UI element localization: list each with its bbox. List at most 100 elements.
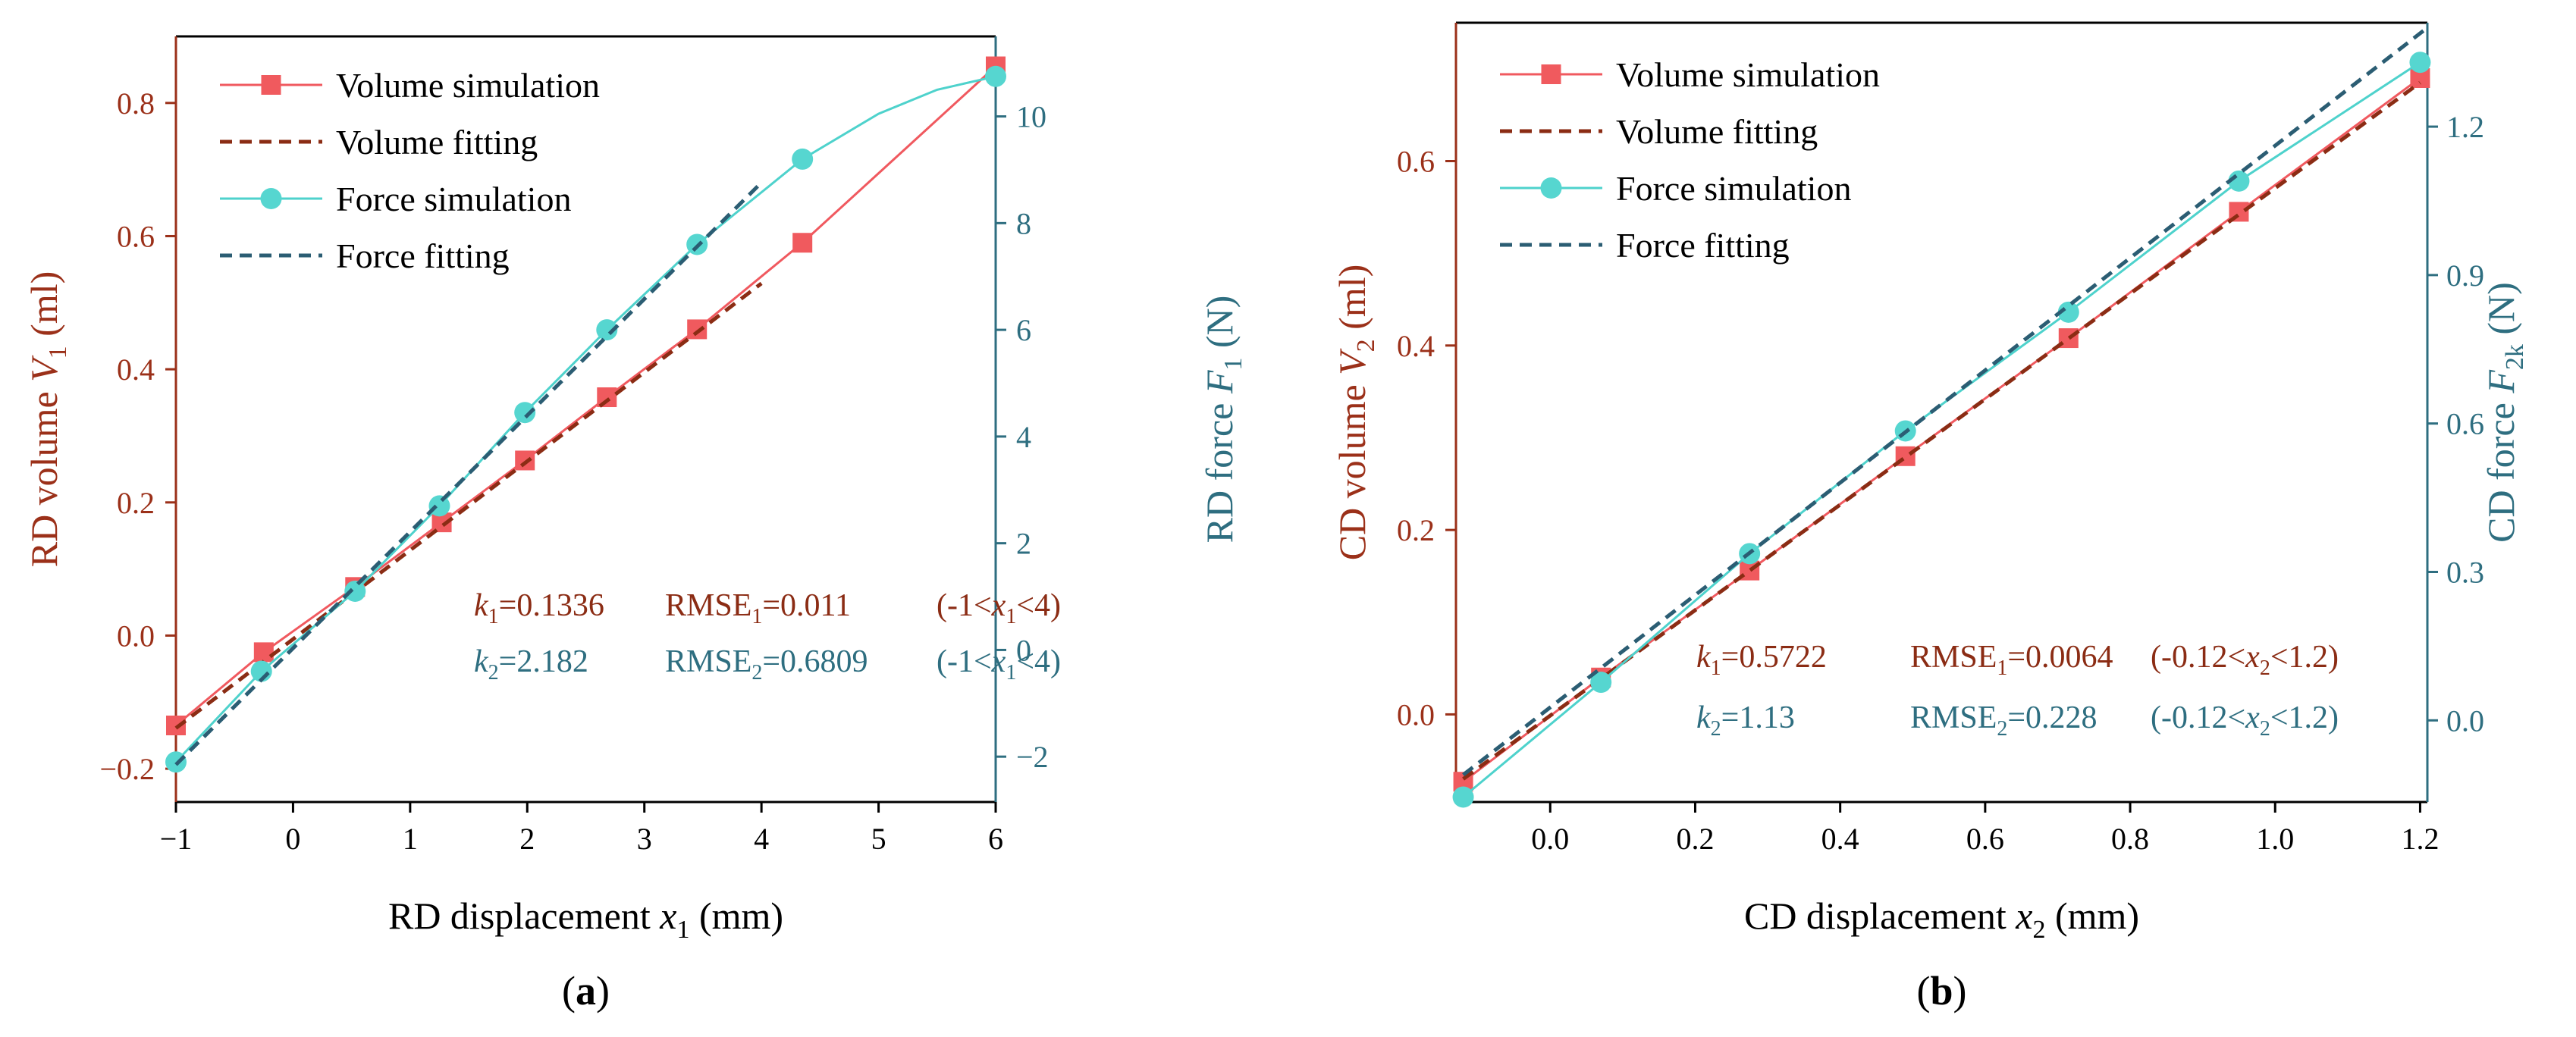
series-line-volume-fitting — [174, 281, 763, 730]
y-right-tick-label: 0 — [1016, 633, 1031, 667]
annotation-range-var: x — [991, 644, 1006, 679]
x-axis-label-var: x — [659, 894, 676, 937]
legend-label: Force simulation — [336, 180, 571, 218]
legend-label: Force simulation — [1616, 169, 1851, 208]
x-axis-label-unit: (mm) — [2045, 894, 2139, 937]
annotation-k-symbol: k — [474, 588, 489, 623]
annotation-rmse-symbol: RMSE — [1910, 640, 1997, 675]
annotation-k-value: =2.182 — [499, 644, 588, 679]
y-left-tick-label: 0.6 — [117, 219, 155, 253]
panel-label-close: ) — [1953, 968, 1967, 1014]
force-data-point — [792, 148, 814, 170]
force-data-point — [2057, 301, 2079, 323]
annotation-k-symbol: k — [474, 644, 489, 679]
annotation-rmse-subscript: 2 — [1997, 717, 2007, 741]
annotation-range-subscript: 2 — [2260, 656, 2270, 680]
y-right-tick-label: 6 — [1016, 313, 1031, 347]
annotation-range-open: (-1< — [937, 644, 992, 679]
y-left-axis-label: RD volume V1 (ml) — [23, 271, 72, 568]
force-data-point — [344, 580, 366, 602]
legend-swatch-marker — [1540, 177, 1562, 199]
annotation-range-subscript: 1 — [1006, 605, 1016, 628]
x-tick-label: 5 — [871, 822, 886, 856]
legend-label: Force fitting — [336, 237, 510, 275]
volume-data-point — [166, 716, 186, 735]
x-axis-label-subscript: 2 — [2032, 916, 2045, 944]
x-tick-label: 1.2 — [2401, 822, 2439, 856]
y-left-tick-label: 0.0 — [117, 619, 155, 653]
x-axis-label-unit: (mm) — [689, 894, 783, 937]
x-tick-label: 0.6 — [1966, 822, 2004, 856]
legend-label: Volume simulation — [1616, 55, 1880, 94]
force-data-point — [985, 65, 1006, 87]
y-left-axis-label-unit: (ml) — [23, 271, 65, 346]
x-tick-label: 1 — [403, 822, 418, 856]
annotation-k: k1=0.1336 — [474, 588, 604, 628]
y-right-tick-label: 0.9 — [2446, 258, 2484, 293]
volume-data-point — [253, 642, 274, 663]
annotation-k-symbol: k — [1696, 700, 1712, 735]
annotation-range: (-1<x1<4) — [937, 644, 1061, 685]
panel-label: (b) — [1916, 968, 1966, 1014]
annotation-range: (-0.12<x2<1.2) — [2151, 640, 2339, 680]
x-tick-label: 4 — [754, 822, 769, 856]
annotation-range-var: x — [991, 588, 1006, 623]
annotation-rmse-symbol: RMSE — [665, 588, 751, 623]
y-right-axis-label-unit: (N) — [2480, 282, 2522, 344]
x-tick-label: 3 — [637, 822, 652, 856]
panel-label-letter: b — [1930, 968, 1953, 1014]
x-axis-label-text: RD displacement — [388, 894, 660, 937]
panel-label-letter: a — [576, 968, 596, 1014]
force-data-point — [514, 402, 536, 424]
y-right-tick-label: −2 — [1016, 740, 1049, 774]
y-left-axis-label-text: RD volume — [23, 382, 65, 567]
legend-label: Force fitting — [1616, 226, 1790, 265]
annotation-rmse-value: =0.228 — [2007, 700, 2097, 735]
x-axis-label-text: CD displacement — [1744, 894, 2016, 937]
legend: Volume simulation Volume fitting Force sim… — [220, 66, 600, 275]
annotation-k-subscript: 1 — [1711, 656, 1721, 680]
y-left-tick-label: 0.4 — [1397, 329, 1435, 363]
y-right-tick-label: 1.2 — [2446, 110, 2484, 144]
y-right-axis-label-unit: (N) — [1198, 296, 1241, 358]
panel-label-close: ) — [596, 968, 610, 1014]
annotation-rmse: RMSE1=0.011 — [665, 588, 851, 628]
y-left-axis-label-subscript: 1 — [44, 346, 72, 359]
legend-swatch-marker — [1541, 64, 1561, 84]
y-right-axis-label-subscript: 1 — [1219, 358, 1247, 371]
annotation-range-open: (-0.12< — [2151, 700, 2245, 735]
annotation-k-value: =1.13 — [1721, 700, 1795, 735]
y-right-axis-label-text: RD force — [1198, 393, 1241, 543]
annotation-range-open: (-0.12< — [2151, 640, 2245, 675]
force-data-point — [428, 495, 450, 517]
y-right-tick-label: 0.6 — [2446, 407, 2484, 441]
y-right-axis-label-subscript: 2k — [2501, 344, 2529, 370]
annotation-rmse: RMSE2=0.6809 — [665, 644, 868, 685]
y-left-tick-label: 0.2 — [117, 486, 155, 520]
annotation-range-var: x — [2245, 640, 2260, 675]
annotation-range-close: <1.2) — [2270, 700, 2339, 735]
legend-swatch-marker — [261, 75, 281, 95]
chart-panel-b: 0.0 0.2 0.4 0.6 0.8 1.0 1.2 0.0 0.2 0.4 0.6 0.0 0.3 0… — [1331, 21, 2529, 1014]
legend-label: Volume fitting — [1616, 112, 1818, 151]
y-left-tick-label: 0.0 — [1397, 697, 1435, 732]
volume-data-point — [792, 233, 813, 253]
y-right-tick-label: 4 — [1016, 420, 1031, 454]
legend-label: Volume simulation — [336, 66, 600, 105]
y-left-tick-label: 0.8 — [117, 86, 155, 121]
series-line-force-fitting — [1462, 26, 2429, 777]
legend: Volume simulation Volume fitting Force sim… — [1500, 55, 1880, 265]
volume-data-point — [515, 450, 535, 471]
force-data-point — [1452, 786, 1474, 808]
panel-label: (a) — [562, 968, 610, 1014]
y-left-axis-label-unit: (ml) — [1331, 265, 1373, 340]
annotation-range-subscript: 2 — [2260, 717, 2270, 741]
x-tick-label: 2 — [519, 822, 535, 856]
annotation-k-value: =0.5722 — [1721, 640, 1827, 675]
annotation-rmse-value: =0.6809 — [762, 644, 868, 679]
y-right-tick-label: 0.3 — [2446, 555, 2484, 589]
y-right-tick-label: 2 — [1016, 527, 1031, 561]
y-left-axis-label-var: V — [1331, 348, 1373, 375]
y-right-axis-label: CD force F2k (N) — [2480, 282, 2529, 543]
x-axis-label: CD displacement x2 (mm) — [1744, 894, 2139, 944]
